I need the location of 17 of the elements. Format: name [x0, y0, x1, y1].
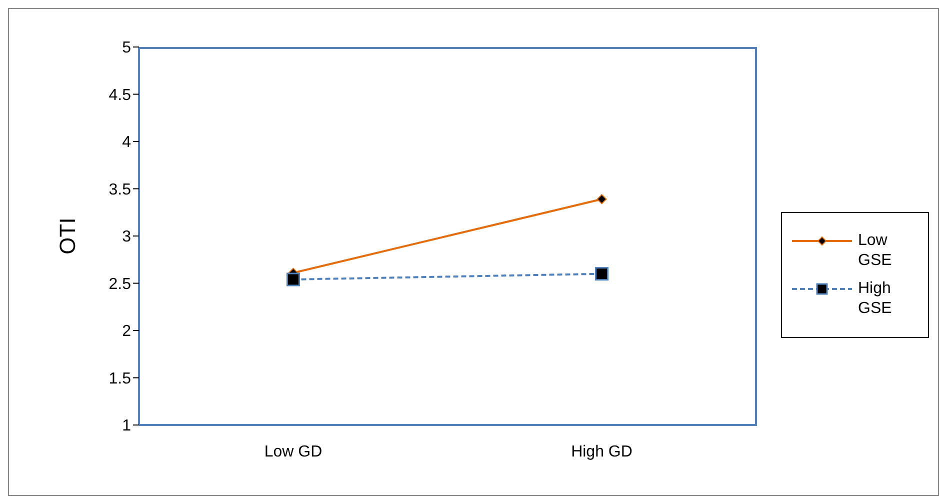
- y-axis-title: OTI: [54, 218, 80, 254]
- y-tick-label: 1: [122, 418, 132, 435]
- x-tick-label: High GD: [571, 443, 632, 460]
- y-tick-label: 5: [122, 40, 132, 57]
- y-tick-label: 2: [122, 323, 132, 340]
- point: [596, 194, 607, 204]
- y-tick-label: 4.5: [108, 86, 132, 104]
- point: [286, 272, 300, 286]
- y-tick-label: 1.5: [108, 370, 132, 388]
- point: [595, 267, 608, 281]
- y-tick-label: 3: [122, 228, 132, 246]
- y-tick-label: 2.5: [108, 276, 132, 293]
- legend-label: Low GSE: [858, 231, 893, 271]
- y-tick-label: 4: [122, 134, 132, 152]
- x-tick-label: Low GD: [264, 443, 322, 460]
- y-tick-label: 3.5: [108, 181, 132, 198]
- legend-label: High GSE: [858, 279, 893, 319]
